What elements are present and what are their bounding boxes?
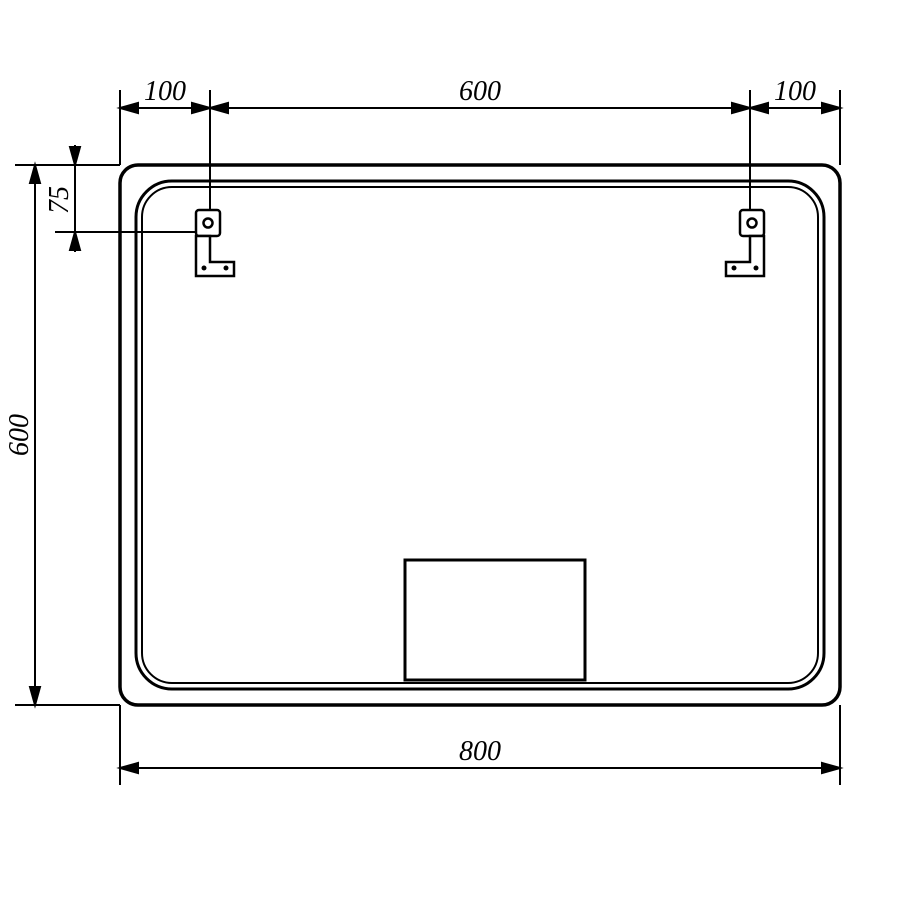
left-75-dimension [55, 145, 196, 252]
dim-top-left: 100 [144, 76, 186, 107]
bottom-center-box [405, 560, 585, 680]
panel-outer [120, 165, 840, 705]
dim-top-center: 600 [459, 76, 501, 107]
drawing-body [15, 90, 840, 785]
dim-top-right: 100 [774, 76, 816, 107]
technical-drawing: 100 600 100 75 600 800 [0, 0, 900, 900]
dim-left-75: 75 [44, 186, 75, 214]
dim-bottom-800: 800 [459, 736, 501, 767]
panel-inner-2 [142, 187, 818, 683]
mount-bracket-right [726, 210, 764, 276]
panel-inner-1 [136, 181, 824, 689]
dim-left-600: 600 [4, 414, 35, 456]
mount-bracket-left [196, 210, 234, 276]
top-dimensions [120, 90, 840, 210]
